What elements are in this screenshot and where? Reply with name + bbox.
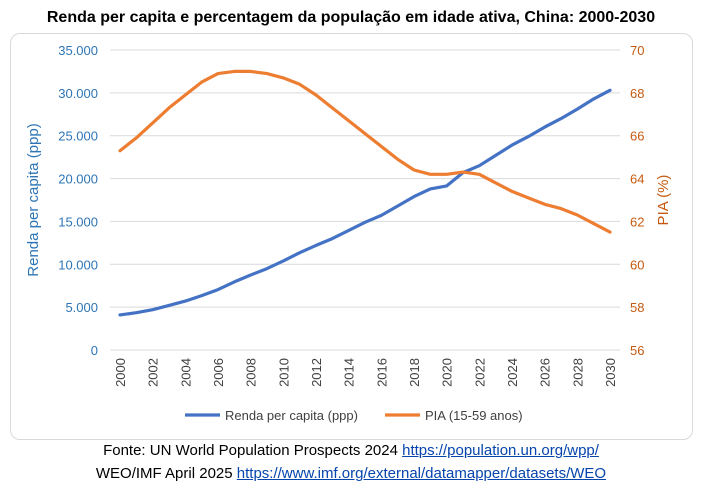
chart-title: Renda per capita e percentagem da popula…: [46, 9, 656, 26]
source-line-1: Fonte: UN World Population Prospects 202…: [0, 442, 702, 459]
y-tick-label: 20.000: [58, 172, 98, 187]
x-tick-label: 2010: [276, 358, 291, 387]
y2-tick-label: 68: [630, 86, 644, 101]
x-tick-label: 2018: [407, 358, 422, 387]
x-tick-label: 2004: [178, 358, 193, 387]
source-text-1: Fonte: UN World Population Prospects 202…: [103, 442, 403, 459]
y-tick-label: 5.000: [65, 300, 98, 315]
chart-panel: [10, 33, 693, 440]
source-link-wpp[interactable]: https://population.un.org/wpp/: [402, 442, 599, 459]
source-line-2: WEO/IMF April 2025 https://www.imf.org/e…: [0, 465, 702, 482]
x-tick-label: 2006: [211, 358, 226, 387]
x-tick-label: 2000: [113, 358, 128, 387]
line-chart: 0 5.000 10.000 15.000 20.000 25.000 30.000 35.0…: [25, 43, 672, 423]
x-tick-label: 2016: [374, 358, 389, 387]
y2-tick-label: 66: [630, 129, 644, 144]
y2-tick-label: 60: [630, 257, 644, 272]
x-tick-label: 2030: [603, 358, 618, 387]
y-tick-label: 10.000: [58, 257, 98, 272]
y-tick-label: 35.000: [58, 43, 98, 58]
x-tick-label: 2022: [472, 358, 487, 387]
y-tick-label: 30.000: [58, 86, 98, 101]
y-tick-label: 25.000: [58, 129, 98, 144]
x-tick-label: 2014: [342, 358, 357, 387]
source-text-2: WEO/IMF April 2025: [95, 465, 237, 482]
x-tick-label: 2002: [146, 358, 161, 387]
x-tick-label: 2020: [440, 358, 455, 387]
x-tick-label: 2026: [538, 358, 553, 387]
source-link-weo[interactable]: https://www.imf.org/external/datamapper/…: [236, 465, 607, 482]
x-tick-label: 2012: [309, 358, 324, 387]
legend-label: Renda per capita (ppp): [225, 408, 358, 423]
x-tick-label: 2008: [244, 358, 259, 387]
y-tick-label: 0: [91, 343, 98, 358]
y2-tick-label: 70: [630, 43, 644, 58]
y2-tick-label: 62: [630, 214, 644, 229]
x-tick-label: 2028: [570, 358, 585, 387]
y-tick-label: 15.000: [58, 214, 98, 229]
y2-tick-label: 58: [630, 300, 644, 315]
y-axis-title: Renda per capita (ppp): [25, 123, 42, 276]
series-line-pia: [118, 69, 612, 234]
y2-tick-label: 64: [630, 172, 644, 187]
x-tick-label: 2024: [505, 358, 520, 387]
y2-tick-label: 56: [630, 343, 644, 358]
y2-axis-title: PIA (%): [655, 175, 672, 226]
series-line-renda: [118, 88, 612, 317]
legend-label: PIA (15-59 anos): [425, 408, 523, 423]
